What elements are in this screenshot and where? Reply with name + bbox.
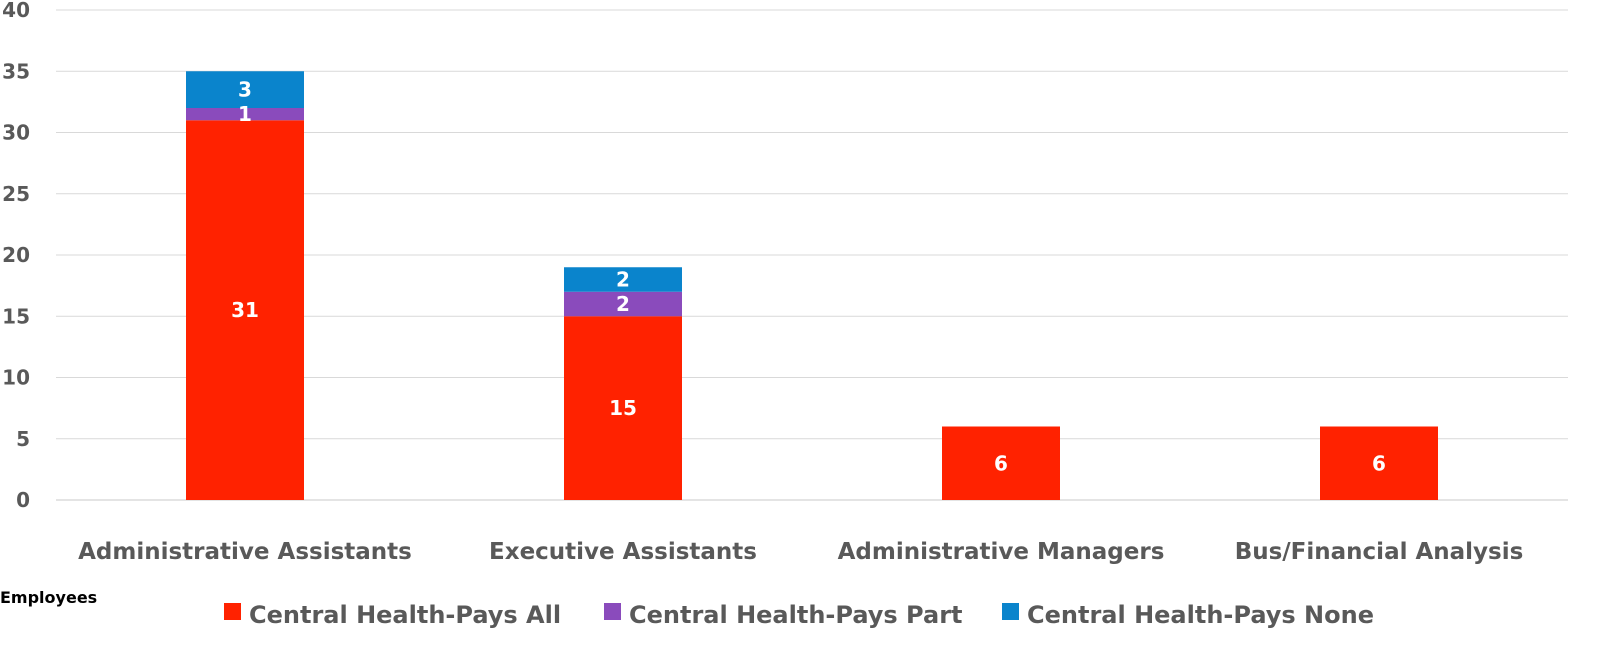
- x-axis-ticks: Administrative Assistants Executive Assis…: [78, 539, 1523, 565]
- x-tick-label: Administrative Assistants: [78, 539, 412, 565]
- data-label: 1: [238, 102, 252, 126]
- bar-segment: [1320, 426, 1438, 500]
- bar-segment: [564, 316, 682, 500]
- data-label: 6: [994, 451, 1008, 475]
- data-label: 15: [609, 396, 637, 420]
- y-axis-ticks: 0 5 10 15 20 25 30 35 40: [2, 0, 30, 512]
- legend-label: Central Health-Pays None: [1027, 601, 1374, 629]
- y-tick-label: 35: [2, 59, 30, 83]
- bar-segment: [564, 291, 682, 317]
- data-label: 6: [1372, 451, 1386, 475]
- data-label: 2: [616, 292, 630, 316]
- y-tick-label: 5: [16, 427, 30, 451]
- y-tick-label: 25: [2, 182, 30, 206]
- bars: [186, 71, 1438, 500]
- y-tick-label: 40: [2, 0, 30, 22]
- legend-swatch: [1002, 603, 1019, 620]
- legend: Central Health-Pays All Central Health-Pa…: [224, 601, 1374, 629]
- data-label: 2: [616, 268, 630, 292]
- data-label: 3: [238, 78, 252, 102]
- legend-swatch: [224, 603, 241, 620]
- data-label: 31: [231, 298, 259, 322]
- bar-segment: [942, 426, 1060, 500]
- y-tick-label: 0: [16, 488, 30, 512]
- data-labels: 31 13 15 22 6 6: [231, 78, 1386, 476]
- y-tick-label: 20: [2, 243, 30, 267]
- y-tick-label: 10: [2, 366, 30, 390]
- legend-label: Central Health-Pays Part: [629, 601, 963, 629]
- legend-swatch: [604, 603, 621, 620]
- x-tick-label: Executive Assistants: [489, 539, 757, 565]
- bar-segment: [186, 71, 304, 108]
- bar-segment: [564, 267, 682, 292]
- x-tick-label: Bus/Financial Analysis: [1235, 539, 1524, 565]
- legend-label: Central Health-Pays All: [249, 601, 561, 629]
- bar-segment: [186, 120, 304, 500]
- gridlines: [56, 9, 1568, 501]
- x-tick-label: Administrative Managers: [838, 539, 1165, 565]
- y-tick-label: 15: [2, 304, 30, 328]
- side-label-employees: Employees: [0, 588, 97, 607]
- bar-segment: [186, 108, 304, 121]
- y-tick-label: 30: [2, 121, 30, 145]
